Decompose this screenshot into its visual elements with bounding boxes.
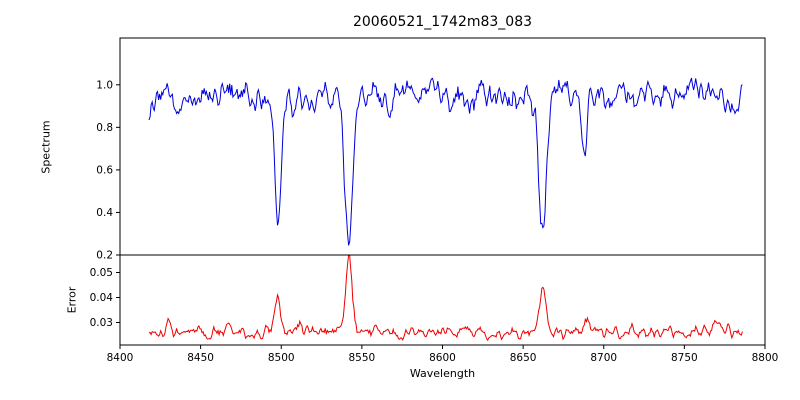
x-tick-label: 8650: [510, 352, 537, 364]
y-tick-label: 0.05: [90, 267, 113, 279]
y-tick-label: 0.03: [90, 317, 113, 329]
y-tick-label: 0.4: [96, 207, 113, 219]
y-tick-label: 1.0: [96, 79, 113, 91]
y-tick-label: 0.6: [96, 164, 113, 176]
panel-border-error: [119, 254, 766, 346]
y-tick-label: 0.8: [96, 122, 113, 134]
x-tick-label: 8400: [107, 352, 134, 364]
chart-title: 20060521_1742m83_083: [352, 14, 533, 30]
x-tick-label: 8550: [349, 352, 376, 364]
x-tick-label: 8600: [429, 352, 456, 364]
x-tick-label: 8800: [752, 352, 779, 364]
x-tick-label: 8500: [268, 352, 295, 364]
panel-border-spectrum: [119, 37, 766, 256]
x-tick-label: 8700: [590, 352, 617, 364]
y-tick-label: 0.2: [96, 250, 113, 262]
spectrum-line: [148, 77, 743, 246]
x-tick-label: 8450: [187, 352, 214, 364]
x-axis-label: Wavelength: [409, 367, 476, 380]
error-line: [148, 255, 743, 342]
x-tick-label: 8750: [671, 352, 698, 364]
y-tick-label: 0.04: [90, 292, 114, 304]
